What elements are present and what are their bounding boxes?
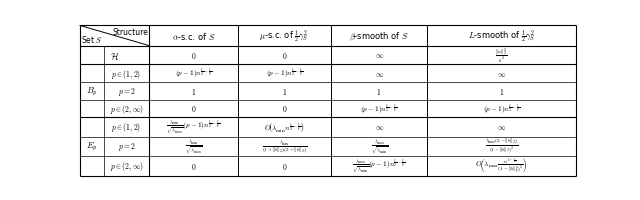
Text: $\frac{\|a\|_2^2}{b^2}$: $\frac{\|a\|_2^2}{b^2}$ — [495, 47, 508, 65]
Text: Set $S$: Set $S$ — [81, 34, 104, 45]
Text: $0$: $0$ — [282, 161, 287, 171]
Text: $1$: $1$ — [376, 86, 381, 96]
Text: $\mathcal{H}$: $\mathcal{H}$ — [110, 50, 120, 62]
Text: $0$: $0$ — [191, 161, 196, 171]
Text: $\beta$-smooth of $S$: $\beta$-smooth of $S$ — [349, 30, 409, 42]
Text: $0$: $0$ — [191, 51, 196, 61]
Text: $O\!\left(\lambda_{\max}\frac{n^{1-\frac{2}{p}}}{(1-\|b\|_p^p)^2}\right)$: $O\!\left(\lambda_{\max}\frac{n^{1-\frac… — [476, 157, 528, 175]
Text: $\infty$: $\infty$ — [374, 69, 383, 78]
Text: $0$: $0$ — [282, 51, 287, 61]
Text: $0$: $0$ — [191, 104, 196, 114]
Text: $\infty$: $\infty$ — [374, 123, 383, 132]
Text: $\frac{\lambda_{\max}}{\sqrt{\lambda_{\min}}}(p-1)n^{\frac{1}{2}-\frac{1}{p}}$: $\frac{\lambda_{\max}}{\sqrt{\lambda_{\m… — [352, 157, 406, 175]
Text: $\infty$: $\infty$ — [497, 123, 506, 132]
Text: $\frac{\lambda_{\min}}{\sqrt{\lambda_{\max}}}$: $\frac{\lambda_{\min}}{\sqrt{\lambda_{\m… — [185, 138, 202, 155]
Text: $O\!\left(\lambda_{\min}n^{\frac{1}{2}-\frac{1}{p}}\right)$: $O\!\left(\lambda_{\min}n^{\frac{1}{2}-\… — [264, 121, 305, 134]
Text: $\infty$: $\infty$ — [497, 69, 506, 78]
Text: $\alpha$-s.c. of $S$: $\alpha$-s.c. of $S$ — [172, 31, 215, 42]
Text: $1$: $1$ — [282, 86, 287, 96]
Text: $p=2$: $p=2$ — [118, 85, 136, 97]
Text: $\frac{\lambda_{\min}}{\sqrt{\lambda_{\max}}}(p-1)n^{\frac{1}{2}-\frac{1}{p}}$: $\frac{\lambda_{\min}}{\sqrt{\lambda_{\m… — [166, 118, 221, 137]
Text: $\mu$-s.c. of $\frac{1}{2}\gamma_S^2$: $\mu$-s.c. of $\frac{1}{2}\gamma_S^2$ — [259, 28, 309, 45]
Text: $1$: $1$ — [499, 86, 504, 96]
Text: $\infty$: $\infty$ — [374, 51, 383, 60]
Text: $0$: $0$ — [282, 104, 287, 114]
Text: $L$-smooth of $\frac{1}{2}\gamma_S^2$: $L$-smooth of $\frac{1}{2}\gamma_S^2$ — [468, 28, 535, 45]
Text: $B_p$: $B_p$ — [86, 85, 98, 97]
Text: $(p-1)n^{\frac{1}{2}-\frac{1}{p}}$: $(p-1)n^{\frac{1}{2}-\frac{1}{p}}$ — [483, 102, 520, 116]
Text: $p\in(1,2)$: $p\in(1,2)$ — [111, 67, 141, 80]
Text: $p\in(1,2)$: $p\in(1,2)$ — [111, 121, 141, 134]
Text: $(p-1)n^{\frac{1}{2}-\frac{1}{p}}$: $(p-1)n^{\frac{1}{2}-\frac{1}{p}}$ — [360, 102, 398, 116]
Text: $(p-1)n^{\frac{1}{2}-\frac{1}{p}}$: $(p-1)n^{\frac{1}{2}-\frac{1}{p}}$ — [175, 67, 212, 81]
Text: $\frac{\lambda_{\min}}{(1+\|b\|_2)(2+\|b\|_2)}$: $\frac{\lambda_{\min}}{(1+\|b\|_2)(2+\|b… — [262, 139, 307, 155]
Text: $\frac{\lambda_{\max}}{\sqrt{\lambda_{\min}}}$: $\frac{\lambda_{\max}}{\sqrt{\lambda_{\m… — [371, 138, 388, 155]
Text: Structure: Structure — [112, 28, 148, 37]
Text: $E_p$: $E_p$ — [86, 141, 98, 153]
Text: $p=2$: $p=2$ — [118, 141, 136, 153]
Text: $\frac{\lambda_{\max}(2-\|b\|_2)}{(1-\|b\|_2)^2}$: $\frac{\lambda_{\max}(2-\|b\|_2)}{(1-\|b… — [485, 138, 518, 156]
Text: $p\in(2,\infty)$: $p\in(2,\infty)$ — [109, 160, 143, 172]
Text: $(p-1)n^{\frac{1}{2}-\frac{1}{p}}$: $(p-1)n^{\frac{1}{2}-\frac{1}{p}}$ — [266, 67, 303, 81]
Text: $1$: $1$ — [191, 86, 196, 96]
Text: $p\in(2,\infty)$: $p\in(2,\infty)$ — [109, 102, 143, 115]
